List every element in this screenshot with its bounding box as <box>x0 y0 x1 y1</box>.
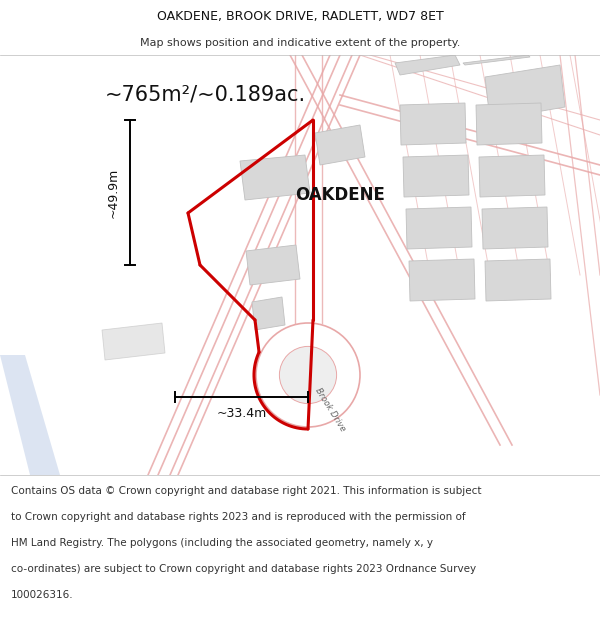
Polygon shape <box>102 323 165 360</box>
Circle shape <box>256 323 360 427</box>
Polygon shape <box>482 207 548 249</box>
Text: Brook Drive: Brook Drive <box>313 387 347 433</box>
Polygon shape <box>0 355 60 475</box>
Polygon shape <box>463 55 530 65</box>
Polygon shape <box>240 155 310 200</box>
Polygon shape <box>403 155 469 197</box>
Text: HM Land Registry. The polygons (including the associated geometry, namely x, y: HM Land Registry. The polygons (includin… <box>11 538 433 548</box>
Text: ~765m²/~0.189ac.: ~765m²/~0.189ac. <box>105 85 306 105</box>
Polygon shape <box>252 297 285 330</box>
Text: Contains OS data © Crown copyright and database right 2021. This information is : Contains OS data © Crown copyright and d… <box>11 486 481 496</box>
Text: OAKDENE, BROOK DRIVE, RADLETT, WD7 8ET: OAKDENE, BROOK DRIVE, RADLETT, WD7 8ET <box>157 10 443 23</box>
Polygon shape <box>400 103 466 145</box>
Text: 100026316.: 100026316. <box>11 591 73 601</box>
Polygon shape <box>395 55 460 75</box>
Polygon shape <box>315 125 365 165</box>
Polygon shape <box>485 65 565 120</box>
Text: to Crown copyright and database rights 2023 and is reproduced with the permissio: to Crown copyright and database rights 2… <box>11 512 466 522</box>
Text: co-ordinates) are subject to Crown copyright and database rights 2023 Ordnance S: co-ordinates) are subject to Crown copyr… <box>11 564 476 574</box>
Text: ~49.9m: ~49.9m <box>107 168 120 217</box>
Circle shape <box>280 346 337 404</box>
Text: ~33.4m: ~33.4m <box>217 407 266 420</box>
Polygon shape <box>476 103 542 145</box>
Text: Map shows position and indicative extent of the property.: Map shows position and indicative extent… <box>140 38 460 48</box>
Polygon shape <box>406 207 472 249</box>
Polygon shape <box>409 259 475 301</box>
Polygon shape <box>485 259 551 301</box>
Text: OAKDENE: OAKDENE <box>295 186 385 204</box>
Polygon shape <box>479 155 545 197</box>
Polygon shape <box>246 245 300 285</box>
